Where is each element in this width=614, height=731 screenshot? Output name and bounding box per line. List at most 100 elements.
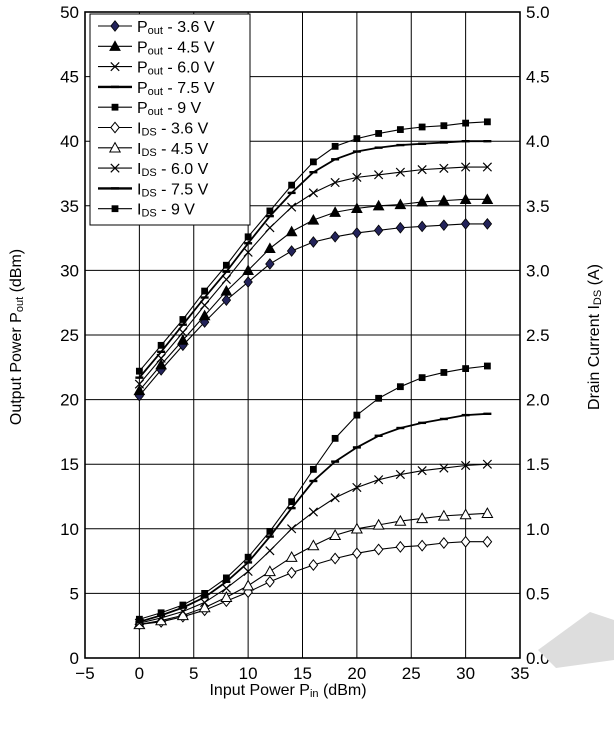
data-point: [481, 507, 494, 518]
data-point: [417, 466, 427, 476]
data-point: [178, 327, 188, 338]
series-group: [133, 507, 494, 630]
left-tick-label: 30: [60, 261, 79, 280]
data-point: [201, 287, 209, 295]
data-point: [352, 482, 362, 493]
legend-marker: [110, 20, 120, 32]
data-point: [221, 274, 231, 285]
data-point: [482, 218, 493, 230]
data-point: [394, 514, 407, 526]
data-point: [395, 221, 406, 234]
left-tick-label: 5: [70, 584, 79, 603]
data-point: [373, 543, 384, 556]
data-point: [439, 219, 449, 232]
data-point: [395, 540, 406, 553]
right-tick-label: 2.5: [526, 326, 550, 345]
data-point: [353, 411, 361, 419]
left-tick-label: 0: [70, 649, 79, 668]
right-tick-label: 3.0: [526, 261, 550, 280]
data-point: [462, 365, 470, 372]
left-tick-label: 15: [60, 455, 79, 474]
data-point: [243, 586, 253, 599]
data-point: [330, 493, 340, 503]
data-point: [459, 508, 472, 520]
data-point: [330, 230, 340, 243]
data-point: [157, 609, 165, 617]
data-point: [221, 583, 231, 593]
legend-marker: [108, 141, 122, 153]
x-tick-label: 5: [189, 664, 198, 683]
data-point: [242, 264, 255, 276]
data-point: [135, 615, 143, 623]
data-point: [396, 383, 404, 391]
data-point: [353, 135, 361, 143]
legend-marker: [110, 163, 120, 173]
data-point: [288, 181, 296, 189]
legend-marker: [110, 61, 120, 72]
left-tick-label: 45: [60, 68, 79, 87]
corner-watermark-wedge: [538, 612, 614, 668]
data-point: [263, 242, 276, 254]
data-point: [372, 199, 385, 211]
data-point: [417, 539, 427, 552]
series-layer: [133, 118, 494, 631]
series-line: [139, 412, 488, 623]
series-line: [138, 223, 488, 397]
data-point: [396, 126, 404, 133]
data-point: [459, 193, 472, 204]
data-point: [482, 535, 493, 548]
data-point: [437, 509, 450, 521]
data-point: [440, 369, 448, 376]
right-axis-title: Drain Current IDS (A): [586, 264, 604, 410]
series-group: [135, 139, 492, 379]
right-tick-label: 0.5: [526, 584, 550, 603]
legend-marker: [111, 103, 119, 111]
data-point: [308, 188, 318, 198]
data-point: [482, 162, 492, 172]
data-point: [266, 207, 274, 215]
data-point: [243, 276, 253, 288]
data-point: [265, 575, 275, 588]
data-point: [437, 194, 450, 206]
data-point: [308, 507, 318, 517]
data-point: [330, 177, 340, 188]
data-point: [155, 358, 168, 370]
data-point: [135, 367, 143, 375]
data-point: [198, 601, 211, 613]
left-tick-label: 20: [60, 391, 79, 410]
data-point: [287, 524, 297, 534]
data-point: [352, 227, 362, 239]
data-point: [482, 459, 492, 469]
series-group: [135, 362, 491, 623]
data-point: [418, 123, 426, 131]
data-point: [352, 547, 362, 560]
legend-entry: Pout - 3.6 V: [137, 19, 215, 37]
series-line: [139, 365, 488, 620]
data-point: [222, 261, 230, 269]
data-point: [308, 236, 319, 248]
legend-entry: IDS - 6.0 V: [137, 161, 209, 179]
legend-entry: IDS - 3.6 V: [137, 121, 209, 139]
grid: [84, 11, 521, 659]
x-tick-label: −5: [75, 664, 94, 683]
data-point: [309, 465, 317, 473]
data-point: [352, 172, 362, 183]
data-point: [220, 285, 233, 296]
data-point: [439, 537, 449, 550]
data-point: [350, 522, 363, 534]
data-point: [244, 553, 252, 561]
left-tick-label: 10: [60, 520, 79, 539]
legend: Pout - 3.6 V Pout - 4.5 V Pout - 6.0 V Pout…: [89, 13, 251, 226]
data-point: [483, 118, 491, 126]
data-point: [263, 565, 276, 577]
data-point: [285, 550, 298, 562]
data-point: [395, 167, 405, 177]
data-point: [285, 225, 298, 237]
data-point: [395, 469, 405, 480]
data-point: [439, 163, 449, 173]
series-group: [133, 193, 494, 396]
x-axis-title: Input Power Pin (dBm): [209, 682, 366, 700]
data-point: [200, 300, 210, 310]
series-group: [135, 412, 492, 624]
